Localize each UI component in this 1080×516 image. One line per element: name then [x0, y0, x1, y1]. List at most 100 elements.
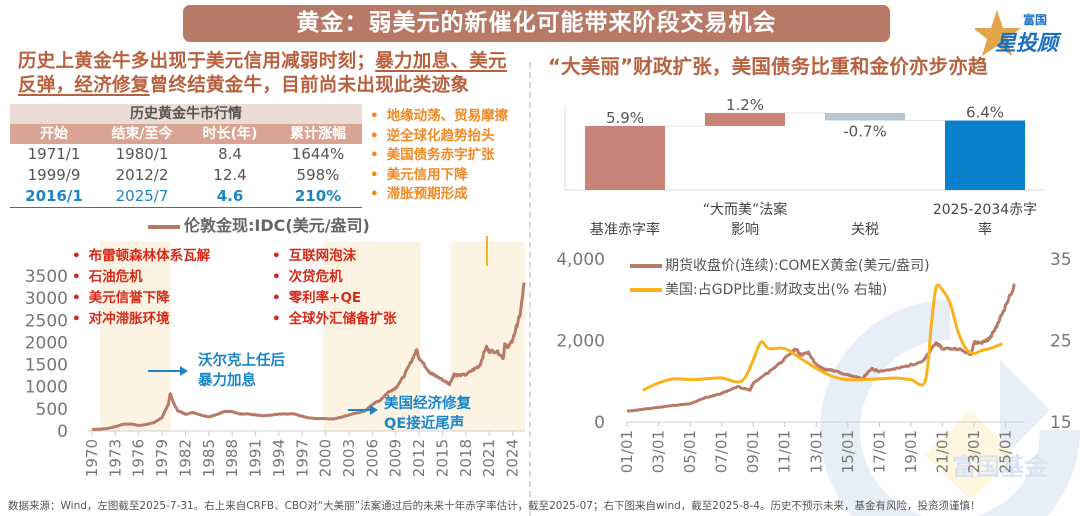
table-cell: 1980/1: [115, 145, 169, 163]
x-tick-label: 2018: [457, 439, 475, 477]
end1-annotation: 沃尔克上任后 暴力加息: [198, 351, 285, 391]
x-tick-label: 2006: [363, 439, 381, 477]
end1-arrow-head: [180, 366, 188, 376]
star-icon: 富国 星投顾: [973, 10, 1062, 56]
y-right-tick-label: 25: [1050, 332, 1072, 352]
left-headline-part1: 历史上黄金牛多出现于美元信用减弱时刻；: [18, 51, 376, 72]
x-tick-label: 03/01: [650, 430, 668, 473]
driver-item: 滞胀预期形成: [370, 185, 508, 205]
waterfall-category-label: 影响: [731, 222, 759, 238]
table-cell: 1644%: [291, 145, 345, 163]
driver-item: 逆全球化趋势抬头: [370, 127, 508, 147]
y-tick-label: 1000: [25, 378, 68, 398]
gold-bull-table: 历史黄金牛市行情 开始 结束/至今 时长(年) 累计涨幅 1971/1 1980…: [10, 104, 362, 208]
table-cell: 12.4: [213, 166, 247, 184]
x-tick-label: 1979: [153, 439, 171, 477]
x-tick-label: 2009: [387, 439, 405, 477]
waterfall-bar: [705, 112, 785, 126]
waterfall-category-label: 关税: [851, 222, 879, 238]
x-tick-label: 1988: [223, 439, 241, 477]
y-tick-label: 1500: [25, 356, 68, 376]
x-tick-label: 1973: [106, 439, 124, 477]
table-cell: 210%: [294, 187, 342, 205]
end2-annotation: 美国经济修复 QE接近尾声: [384, 394, 471, 434]
x-tick-label: 11/01: [776, 430, 794, 473]
end1-line: 暴力加息: [198, 373, 256, 389]
x-tick-label: 07/01: [713, 430, 731, 473]
legend-swatch-gold: [630, 264, 662, 268]
bull2-reasons: 互联网泡沫 次贷危机 零利率+QE 全球外汇储备扩张: [272, 246, 397, 330]
logo-text-small: 富国: [1023, 12, 1047, 27]
driver-item: 地缘动荡、贸易摩擦: [370, 107, 509, 127]
x-tick-label: 1970: [83, 439, 101, 477]
y-tick-label: 3500: [25, 267, 68, 287]
waterfall-bar: [825, 112, 905, 121]
x-tick-label: 17/01: [870, 430, 888, 473]
table-cell: 2012/2: [115, 166, 169, 184]
legend-label-fiscal: 美国:占GDP比重:财政支出(% 右轴): [665, 282, 888, 298]
left-chart-legend: 伦敦金现:IDC(美元/盎司): [148, 212, 370, 236]
end2-line: QE接近尾声: [384, 416, 465, 432]
end1-line: 沃尔克上任后: [198, 353, 285, 369]
y-right-tick-label: 35: [1050, 250, 1072, 270]
footnote: 数据来源：Wind，左图截至2025-7-31。右上来自CRFB、CBO对“大美…: [8, 500, 981, 512]
waterfall-category-label: “大而美”法案: [703, 201, 788, 218]
watermark-text: 富国基金: [952, 453, 1049, 481]
end2-line: 美国经济修复: [384, 396, 471, 412]
x-tick-label: 1994: [270, 439, 288, 477]
right-chart-legend: 期货收盘价(连续):COMEX黄金(美元/盎司) 美国:占GDP比重:财政支出(…: [630, 254, 930, 302]
waterfall-data-label: 6.4%: [966, 104, 1004, 122]
x-tick-label: 15/01: [839, 430, 857, 473]
y-right-tick-label: 15: [1050, 413, 1072, 433]
x-tick-label: 25/01: [997, 430, 1015, 473]
panel-divider: [529, 62, 531, 516]
driver-arrow-line: [486, 236, 488, 266]
driver-item: 美元信用下降: [370, 166, 508, 186]
x-tick-label: 1976: [130, 439, 148, 477]
table-caption: 历史黄金牛市行情: [10, 104, 362, 124]
waterfall-data-label: 5.9%: [606, 109, 644, 127]
table-cell: 2016/1: [25, 187, 83, 205]
y-tick-label: 2500: [25, 311, 68, 331]
table-cell: 598%: [296, 166, 340, 184]
x-tick-label: 09/01: [744, 430, 762, 473]
table-cell: 8.4: [218, 145, 242, 163]
bull1-reason: 布雷顿森林体系瓦解: [72, 246, 211, 267]
x-tick-label: 13/01: [807, 430, 825, 473]
x-tick-label: 2021: [480, 439, 498, 477]
logo-text-large: 星投顾: [995, 31, 1062, 55]
legend-item-fiscal: 美国:占GDP比重:财政支出(% 右轴): [630, 278, 930, 302]
left-chart-title: 伦敦金现:IDC(美元/盎司): [184, 216, 370, 235]
bull1-reasons: 布雷顿森林体系瓦解 石油危机 美元信誉下降 对冲滞胀环境: [72, 246, 211, 330]
waterfall-bar: [945, 120, 1025, 190]
watermark-logo: 富国基金: [820, 300, 1080, 516]
table-header-row: 开始 结束/至今 时长(年) 累计涨幅: [10, 124, 362, 144]
col-header-gain: 累计涨幅: [290, 126, 346, 142]
waterfall-category-label: 率: [978, 221, 992, 238]
y-left-tick-label: 4,000: [556, 250, 605, 270]
waterfall-data-label: 1.2%: [726, 96, 764, 114]
col-header-start: 开始: [40, 126, 68, 142]
table-bottom-rule: [10, 207, 362, 208]
legend-label-gold: 期货收盘价(连续):COMEX黄金(美元/盎司): [665, 258, 930, 274]
fiscal-spending-line: [642, 283, 1003, 392]
waterfall-bar: [585, 125, 665, 190]
x-tick-label: 23/01: [965, 430, 983, 473]
x-tick-label: 19/01: [902, 430, 920, 473]
col-header-duration: 时长(年): [202, 126, 258, 142]
y-left-tick-label: 2,000: [556, 332, 605, 352]
x-tick-label: 2003: [340, 439, 358, 477]
table-row: 1971/1 1980/1 8.4 1644%: [10, 144, 362, 165]
bull2-reason: 零利率+QE: [272, 288, 397, 309]
legend-swatch-gold: [148, 224, 180, 229]
legend-swatch-fiscal: [630, 288, 662, 292]
waterfall-category-label: 2025-2034赤字: [933, 202, 1037, 218]
comex-fiscal-chart: 0 2,000 4,000 15 25 35 01/01 03/01 05/01 07/01 09/…: [556, 250, 1072, 473]
table-row: 1999/9 2012/2 12.4 598%: [10, 165, 362, 186]
y-left-tick-label: 0: [594, 413, 605, 433]
comex-gold-line: [626, 283, 1016, 413]
x-tick-label: 1985: [200, 439, 218, 477]
x-tick-label: 2000: [317, 439, 335, 477]
y-tick-label: 2000: [25, 333, 68, 353]
table-row-current: 2016/1 2025/7 4.6 210%: [10, 186, 362, 207]
